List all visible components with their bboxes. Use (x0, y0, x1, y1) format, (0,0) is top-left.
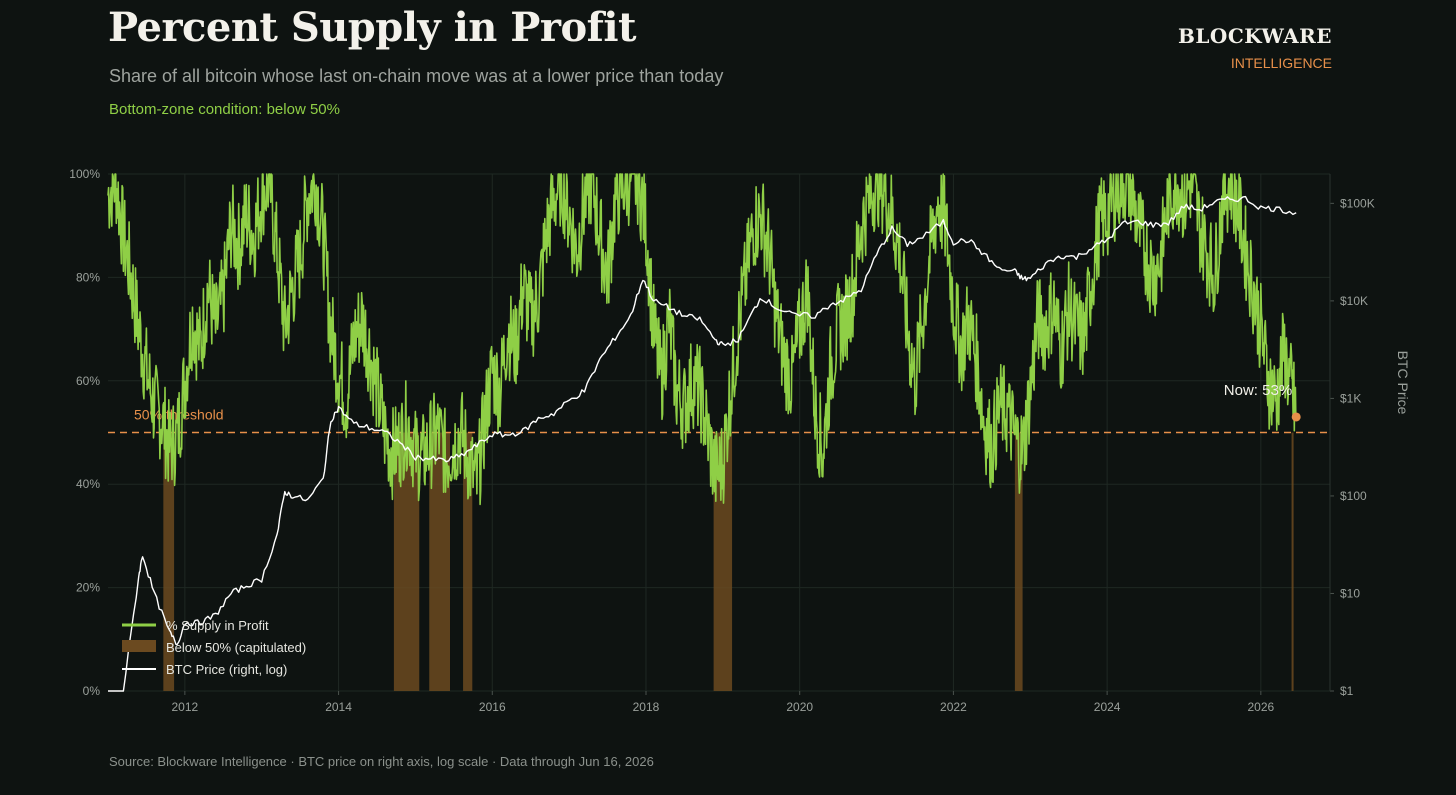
axis-labels: 0% 20% 40% 60% 80% 100% 2012 2014 2016 2018 2020 20… (69, 167, 1411, 714)
page-title: Percent Supply in Profit (108, 4, 637, 51)
x-tick-label: 2026 (1247, 700, 1274, 714)
source-footer: Source: Blockware Intelligence · BTC pri… (109, 754, 654, 769)
x-tick-label: 2024 (1094, 700, 1121, 714)
y-right-tick-label: $10K (1340, 294, 1368, 308)
brand-subtitle: INTELLIGENCE (1230, 55, 1332, 71)
y-right-tick-label: $1 (1340, 684, 1354, 698)
legend-label-capitulation: Below 50% (capitulated) (166, 640, 306, 655)
annotations: Now: 53% (1224, 382, 1301, 422)
now-marker (1291, 412, 1301, 422)
bottom-zone-condition: Bottom-zone condition: below 50% (109, 101, 340, 118)
capitulation-bar (163, 432, 175, 691)
y-right-axis-title: BTC Price (1395, 351, 1411, 415)
y-left-tick-label: 20% (76, 581, 100, 595)
capitulation-bar (1291, 432, 1294, 691)
y-left-tick-label: 60% (76, 374, 100, 388)
x-tick-label: 2020 (786, 700, 813, 714)
capitulation-bars (163, 432, 1294, 691)
capitulation-bar (713, 432, 733, 691)
x-tick-label: 2018 (633, 700, 660, 714)
capitulation-bar (463, 432, 473, 691)
legend-label-price: BTC Price (right, log) (166, 662, 287, 677)
capitulation-bar (1014, 432, 1023, 691)
brand-logo: BLOCKWARE (1177, 24, 1332, 48)
y-left-tick-label: 0% (83, 684, 101, 698)
y-right-tick-label: $1K (1340, 391, 1361, 405)
y-left-tick-label: 100% (69, 167, 100, 181)
y-right-tick-label: $100 (1340, 489, 1367, 503)
legend-swatch-capitulation (122, 640, 156, 652)
x-tick-label: 2012 (172, 700, 199, 714)
page-subtitle: Share of all bitcoin whose last on-chain… (109, 66, 724, 86)
x-tick-label: 2014 (325, 700, 352, 714)
x-tick-label: 2022 (940, 700, 967, 714)
series-lines (107, 173, 1297, 692)
y-right-tick-label: $10 (1340, 586, 1360, 600)
capitulation-bar (429, 432, 451, 691)
supply-in-profit-line (107, 173, 1297, 506)
x-tick-label: 2016 (479, 700, 506, 714)
legend-label-supply: % Supply in Profit (166, 618, 269, 633)
btc-price-line (108, 195, 1297, 692)
threshold-line: 50% threshold (108, 407, 1330, 434)
capitulation-bar (393, 432, 420, 691)
y-right-tick-label: $100K (1340, 196, 1375, 210)
now-label: Now: 53% (1224, 382, 1292, 399)
y-left-tick-label: 80% (76, 270, 100, 284)
chart-legend: % Supply in Profit Below 50% (capitulated… (122, 618, 306, 677)
y-left-tick-label: 40% (76, 477, 100, 491)
